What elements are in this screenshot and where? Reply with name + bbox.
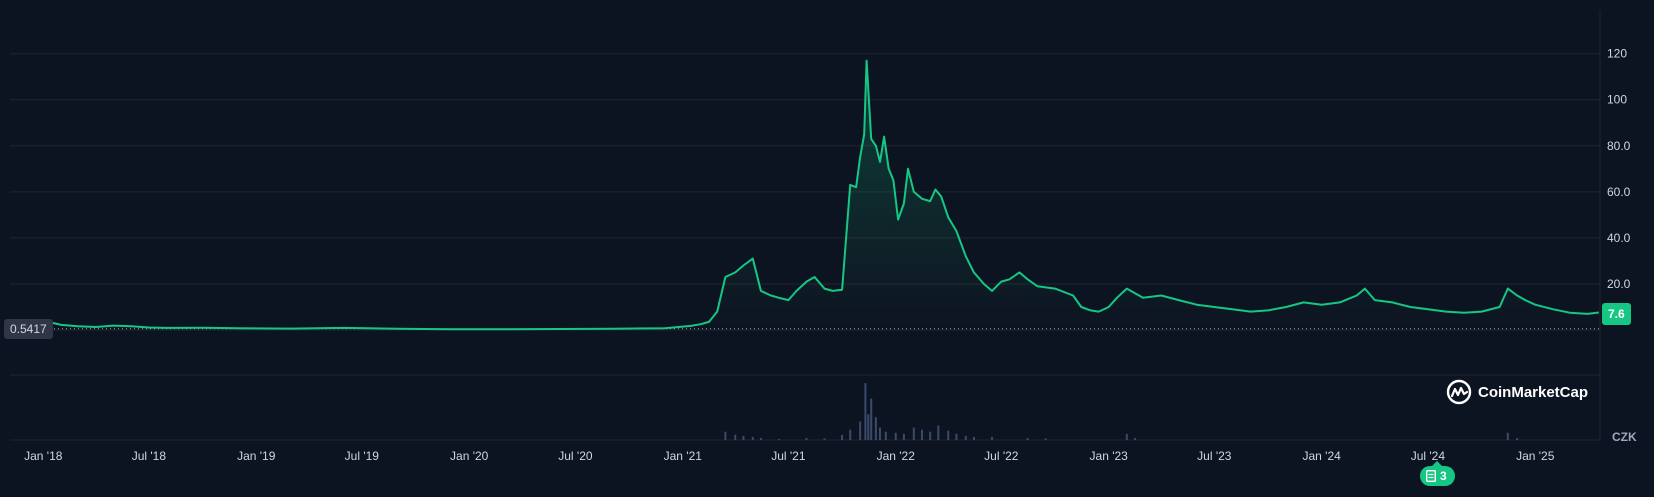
volume-bar	[955, 433, 958, 440]
coinmarketcap-logo: CoinMarketCap	[1446, 379, 1588, 405]
coinmarketcap-icon	[1446, 379, 1472, 405]
volume-bar	[902, 433, 905, 440]
volume-bar	[751, 436, 754, 440]
volume-bar	[823, 438, 826, 440]
volume-bar	[1125, 433, 1128, 440]
volume-bar	[870, 398, 873, 440]
x-tick-label: Jan '22	[877, 449, 916, 463]
x-tick-label: Jul '23	[1197, 449, 1232, 463]
volume-bar	[864, 383, 867, 440]
x-tick-label: Jul '18	[132, 449, 167, 463]
volume-bar	[884, 431, 887, 440]
volume-bar	[859, 421, 862, 440]
x-tick-label: Jan '20	[450, 449, 489, 463]
x-tick-label: Jan '18	[24, 449, 63, 463]
x-tick-label: Jan '23	[1090, 449, 1129, 463]
volume-bar	[1506, 432, 1509, 440]
events-badge[interactable]: 3	[1420, 461, 1455, 486]
y-tick-label: 100	[1607, 93, 1627, 107]
volume-bar	[724, 431, 727, 440]
x-tick-label: Jul '20	[558, 449, 593, 463]
currency-label: CZK	[1612, 430, 1637, 444]
volume-bar	[964, 435, 967, 440]
volume-bar	[841, 434, 844, 440]
y-tick-label: 120	[1607, 47, 1627, 61]
volume-bar	[874, 417, 877, 440]
volume-bar	[1516, 437, 1519, 440]
document-icon	[1426, 470, 1436, 482]
volume-bar	[742, 435, 745, 440]
price-line	[15, 59, 1599, 331]
x-tick-label: Jan '24	[1303, 449, 1342, 463]
volume-bar	[759, 437, 762, 440]
volume-bar	[991, 436, 994, 440]
start-price-label: 0.5417	[4, 319, 53, 339]
x-tick-label: Jan '25	[1516, 449, 1555, 463]
volume-bar	[734, 434, 737, 440]
volume-bar	[878, 427, 881, 440]
y-tick-label: 80.0	[1607, 139, 1631, 153]
volume-bar	[867, 414, 870, 440]
current-price-label: 7.6	[1602, 303, 1631, 325]
events-count: 3	[1440, 469, 1447, 483]
x-tick-label: Jan '21	[664, 449, 703, 463]
volume-bar	[972, 436, 975, 440]
volume-bar	[1133, 437, 1136, 440]
y-tick-label: 60.0	[1607, 185, 1631, 199]
x-tick-label: Jul '21	[771, 449, 806, 463]
volume-bar	[805, 437, 808, 440]
volume-bar	[929, 431, 932, 440]
x-tick-label: Jul '19	[345, 449, 380, 463]
price-area	[15, 60, 1599, 330]
y-tick-label: 20.0	[1607, 277, 1631, 291]
logo-text: CoinMarketCap	[1478, 383, 1589, 401]
volume-bar	[912, 427, 915, 440]
x-tick-label: Jul '22	[984, 449, 1019, 463]
x-tick-label: Jan '19	[237, 449, 276, 463]
y-tick-label: 40.0	[1607, 231, 1631, 245]
volume-bar	[947, 430, 950, 440]
volume-bar	[1026, 437, 1029, 440]
volume-bar	[1044, 438, 1047, 440]
x-tick-label: Jul '24	[1411, 449, 1446, 463]
volume-bar	[920, 429, 923, 440]
volume-bar	[849, 429, 852, 440]
volume-bar	[937, 425, 940, 440]
volume-bar	[894, 432, 897, 440]
volume-bar	[778, 438, 781, 440]
